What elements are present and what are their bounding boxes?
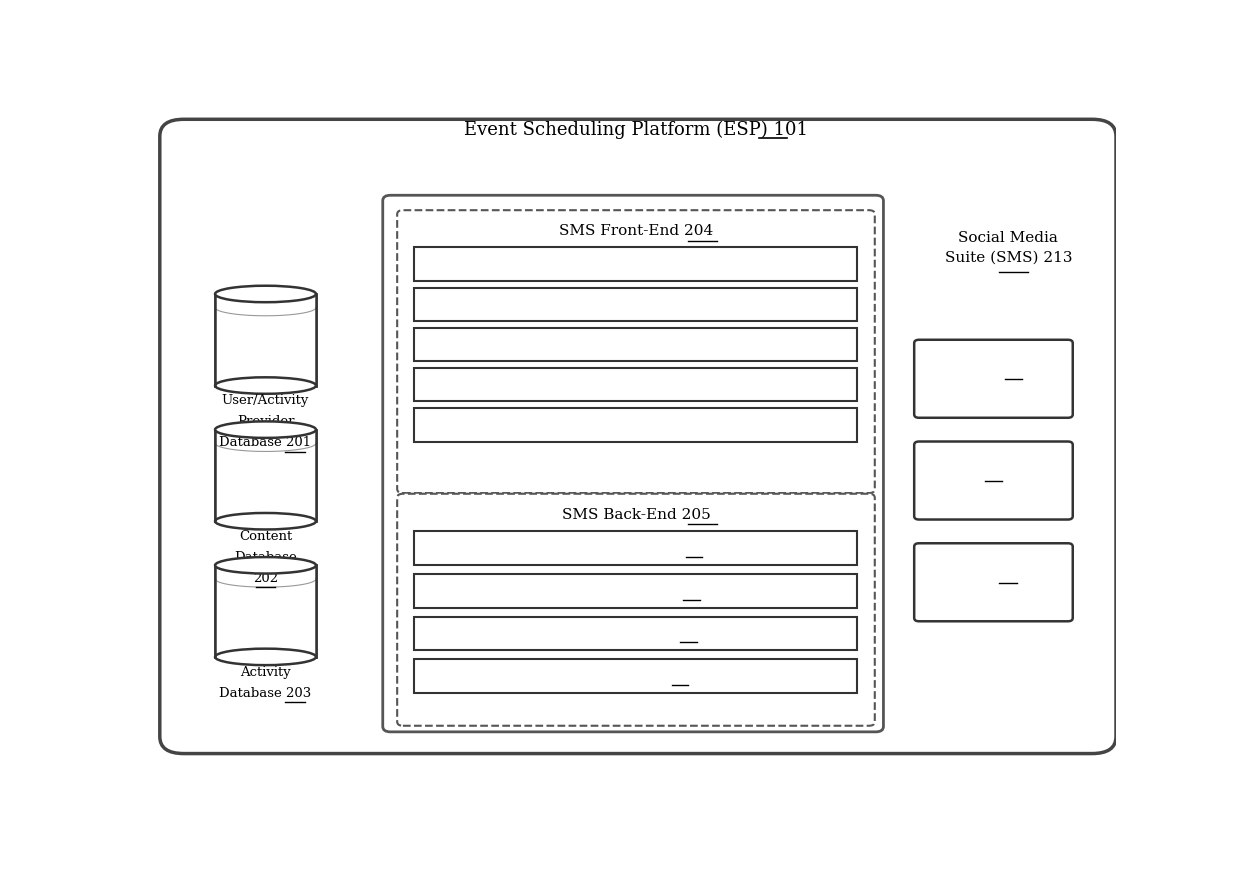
Ellipse shape — [215, 513, 316, 529]
Text: User Scheduling  Feed (USF): User Scheduling Feed (USF) — [532, 337, 739, 352]
FancyBboxPatch shape — [414, 287, 857, 322]
Ellipse shape — [215, 648, 316, 665]
Text: Global Scheduling Feed (GSF): Global Scheduling Feed (GSF) — [528, 297, 743, 312]
Ellipse shape — [215, 557, 316, 574]
FancyBboxPatch shape — [414, 617, 857, 650]
Text: Event Scheduling Platform (ESP) 101: Event Scheduling Platform (ESP) 101 — [464, 121, 807, 138]
Text: Database: Database — [234, 551, 296, 564]
Ellipse shape — [215, 285, 316, 302]
FancyBboxPatch shape — [414, 367, 857, 402]
Text: Activity Management 207: Activity Management 207 — [544, 584, 727, 597]
Polygon shape — [215, 430, 316, 522]
Text: Mobility Mgmt
211: Mobility Mgmt 211 — [939, 463, 1048, 497]
Text: Provider: Provider — [237, 415, 294, 428]
Text: Search Profiles & Services: Search Profiles & Services — [541, 418, 730, 432]
Text: User/Activity: User/Activity — [222, 395, 309, 407]
Text: Advertising
Engine 210: Advertising Engine 210 — [951, 362, 1037, 396]
Text: Content Management 208: Content Management 208 — [543, 626, 728, 640]
Text: SMS Back-End 205: SMS Back-End 205 — [562, 507, 711, 522]
Ellipse shape — [215, 377, 316, 394]
FancyBboxPatch shape — [914, 340, 1073, 418]
Polygon shape — [215, 566, 316, 657]
FancyBboxPatch shape — [414, 574, 857, 608]
Text: File Management 209: File Management 209 — [558, 670, 713, 684]
Text: Mobile Device
Mgmt 212: Mobile Device Mgmt 212 — [940, 566, 1047, 599]
Text: SMS Front-End 204: SMS Front-End 204 — [559, 225, 713, 238]
Text: Preferences | Profiles | Parameters: Preferences | Profiles | Parameters — [512, 257, 759, 272]
Text: User/Host Management 206: User/Host Management 206 — [536, 541, 735, 555]
Text: Activity: Activity — [241, 666, 291, 678]
FancyBboxPatch shape — [383, 196, 883, 732]
Ellipse shape — [215, 421, 316, 438]
FancyBboxPatch shape — [414, 531, 857, 565]
FancyBboxPatch shape — [414, 248, 857, 281]
Text: 202: 202 — [253, 572, 278, 585]
Text: Content: Content — [239, 530, 293, 543]
Text: File | Media | Content Sharing: File | Media | Content Sharing — [528, 377, 743, 392]
FancyBboxPatch shape — [914, 544, 1073, 621]
FancyBboxPatch shape — [914, 441, 1073, 520]
FancyBboxPatch shape — [414, 659, 857, 693]
FancyBboxPatch shape — [414, 408, 857, 441]
FancyBboxPatch shape — [160, 119, 1116, 753]
FancyBboxPatch shape — [414, 328, 857, 361]
Text: Database 201: Database 201 — [219, 436, 311, 449]
Text: Database 203: Database 203 — [219, 686, 311, 700]
FancyBboxPatch shape — [397, 211, 874, 493]
FancyBboxPatch shape — [397, 493, 874, 726]
Text: Social Media
Suite (SMS) 213: Social Media Suite (SMS) 213 — [945, 232, 1073, 265]
Polygon shape — [215, 294, 316, 386]
